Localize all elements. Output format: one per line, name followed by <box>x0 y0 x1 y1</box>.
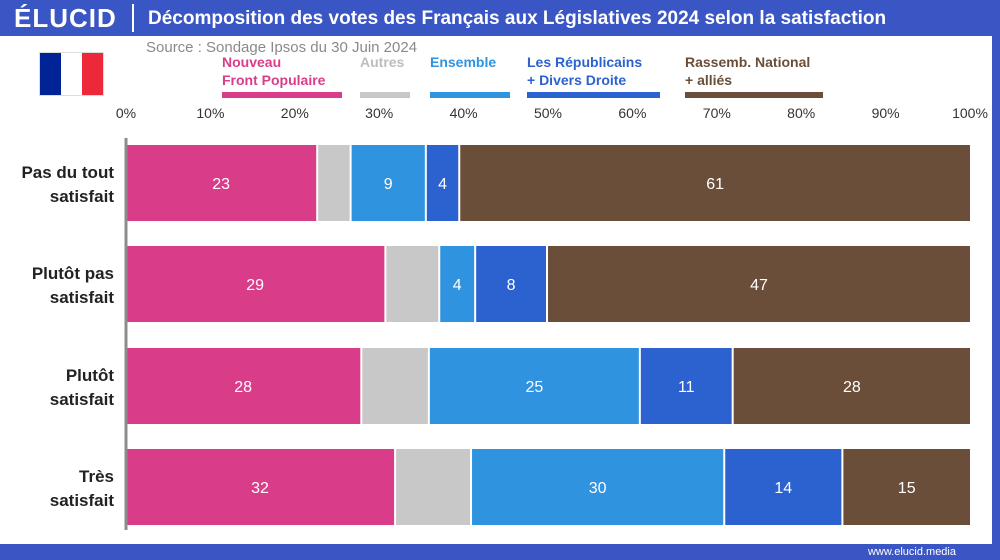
legend-item-nfp: Nouveau Front Populaire <box>222 53 342 98</box>
bar-segment <box>126 449 395 525</box>
x-tick-label: 20% <box>281 105 309 121</box>
data-label: 47 <box>750 277 768 294</box>
data-label: 28 <box>234 379 252 396</box>
legend-item-autres: Autres <box>360 53 410 98</box>
header-bar: ÉLUCID Décomposition des votes des Franç… <box>0 0 1000 36</box>
data-label: 61 <box>706 176 724 193</box>
bar-segment <box>386 246 439 322</box>
bar-segment <box>640 348 732 424</box>
category-label-line: satisfait <box>50 491 115 510</box>
footer-bar: www.elucid.media <box>0 544 1000 560</box>
legend-swatch-autres <box>360 92 410 98</box>
legend-label-ensemble: Ensemble <box>430 54 497 70</box>
data-label: 11 <box>678 379 695 396</box>
data-label: 28 <box>843 379 861 396</box>
brand-logo: ÉLUCID <box>14 3 117 33</box>
legend-label-nfp: Nouveau Front Populaire <box>222 54 326 88</box>
x-tick-label: 0% <box>116 105 136 121</box>
data-label: 4 <box>453 277 462 294</box>
chart-title: Décomposition des votes des Français aux… <box>148 8 887 29</box>
data-label: 23 <box>212 176 230 193</box>
flag-stripe-red <box>82 53 103 95</box>
category-label: Plutôt pas satisfait <box>32 264 115 307</box>
bar-segment <box>440 246 475 322</box>
source-note: Source : Sondage Ipsos du 30 Juin 2024 <box>146 39 418 56</box>
legend-item-ensemble: Ensemble <box>430 53 510 98</box>
data-label: 30 <box>589 480 607 497</box>
bar-segment <box>126 348 361 424</box>
data-label: 15 <box>898 480 916 497</box>
x-tick-label: 60% <box>618 105 646 121</box>
legend-label-rn: Rassemb. National + alliés <box>685 54 811 88</box>
bar-segment <box>318 145 350 221</box>
x-tick-label: 50% <box>534 105 562 121</box>
bar-segment <box>476 246 546 322</box>
flag-stripe-blue <box>40 53 61 95</box>
bar-segment <box>396 449 471 525</box>
legend-swatch-nfp <box>222 92 342 98</box>
footer-url: www.elucid.media <box>867 546 956 558</box>
category-label: Plutôt satisfait <box>50 366 115 409</box>
category-label: Pas du tout satisfait <box>21 163 114 206</box>
bar-segment <box>362 348 428 424</box>
category-label-line: Plutôt pas <box>32 264 114 283</box>
french-flag-icon <box>40 53 103 95</box>
bar-segment <box>472 449 724 525</box>
legend-swatch-lr <box>527 92 660 98</box>
data-label: 14 <box>774 480 792 497</box>
bar-segment <box>725 449 842 525</box>
bar-segment <box>429 348 639 424</box>
header-divider <box>132 4 134 32</box>
data-label: 4 <box>438 176 447 193</box>
category-label-line: Pas du tout <box>21 163 114 182</box>
legend-swatch-rn <box>685 92 823 98</box>
x-tick-label: 70% <box>703 105 731 121</box>
bar-segment <box>548 246 970 322</box>
data-label: 29 <box>246 277 264 294</box>
bar-segment <box>460 145 970 221</box>
legend-item-rn: Rassemb. National + alliés <box>685 53 823 98</box>
category-label: Très satisfait <box>50 467 115 510</box>
bar-segment <box>733 348 970 424</box>
x-tick-label: 10% <box>196 105 224 121</box>
category-label-line: satisfait <box>50 288 115 307</box>
bar-segment <box>126 246 385 322</box>
legend-swatch-ensemble <box>430 92 510 98</box>
bar-segment <box>126 145 317 221</box>
bar-segment <box>843 449 970 525</box>
legend-item-lr: Les Républicains + Divers Droite <box>527 53 660 98</box>
x-tick-label: 90% <box>872 105 900 121</box>
category-label-line: satisfait <box>50 187 115 206</box>
data-label: 32 <box>251 480 269 497</box>
legend-label-lr: Les Républicains + Divers Droite <box>527 54 643 88</box>
legend-label-autres: Autres <box>360 54 405 70</box>
category-label-line: satisfait <box>50 390 115 409</box>
bar-segment <box>351 145 425 221</box>
x-tick-label: 80% <box>787 105 815 121</box>
flag-stripe-white <box>61 53 82 95</box>
category-label-line: Plutôt <box>66 366 114 385</box>
data-label: 8 <box>507 277 516 294</box>
bar-segment <box>426 145 459 221</box>
x-tick-label: 40% <box>450 105 478 121</box>
x-tick-label: 100% <box>952 105 988 121</box>
x-tick-label: 30% <box>365 105 393 121</box>
data-label: 25 <box>525 379 543 396</box>
data-label: 9 <box>384 176 393 193</box>
category-label-line: Très <box>79 467 114 486</box>
